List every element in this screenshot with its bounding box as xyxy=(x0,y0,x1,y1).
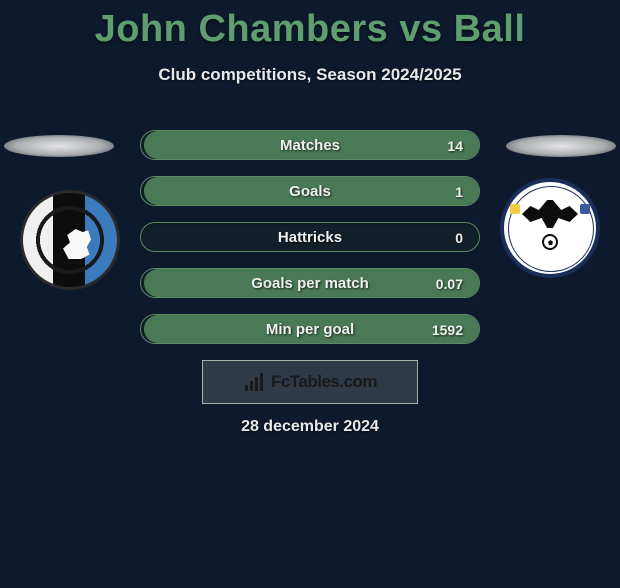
date-text: 28 december 2024 xyxy=(0,418,620,436)
stat-label: Goals per match xyxy=(141,269,479,299)
stat-label: Hattricks xyxy=(141,223,479,253)
brand-text: FcTables.com xyxy=(271,372,377,392)
stat-value: 1 xyxy=(455,177,463,207)
ball-icon xyxy=(542,234,558,250)
brand-box[interactable]: FcTables.com xyxy=(202,360,418,404)
accent-yellow xyxy=(510,204,520,214)
page-title: John Chambers vs Ball xyxy=(0,8,620,51)
accent-blue xyxy=(580,204,590,214)
stat-value: 1592 xyxy=(432,315,463,345)
team-crest-right xyxy=(500,178,600,278)
team-crest-left xyxy=(20,190,120,290)
bar-chart-icon xyxy=(243,373,265,391)
stat-row-hattricks: Hattricks 0 xyxy=(140,222,480,252)
stat-label: Matches xyxy=(141,131,479,161)
stat-row-goals: Goals 1 xyxy=(140,176,480,206)
stat-value: 0.07 xyxy=(436,269,463,299)
stat-row-goals-per-match: Goals per match 0.07 xyxy=(140,268,480,298)
subtitle: Club competitions, Season 2024/2025 xyxy=(0,65,620,85)
stats-panel: Matches 14 Goals 1 Hattricks 0 Goals per… xyxy=(140,130,480,360)
crest-shadow-left xyxy=(4,135,114,157)
stat-label: Min per goal xyxy=(141,315,479,345)
crest-shadow-right xyxy=(506,135,616,157)
stat-row-matches: Matches 14 xyxy=(140,130,480,160)
stat-label: Goals xyxy=(141,177,479,207)
stat-row-min-per-goal: Min per goal 1592 xyxy=(140,314,480,344)
stat-value: 14 xyxy=(447,131,463,161)
stat-value: 0 xyxy=(455,223,463,253)
